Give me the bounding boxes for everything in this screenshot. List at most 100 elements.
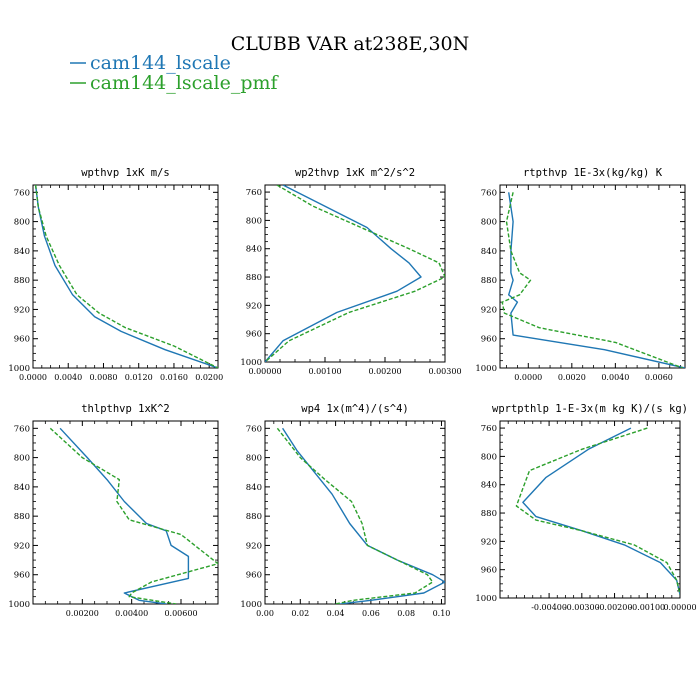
panel-title: rtpthvp 1E-3x(kg/kg) K (523, 167, 663, 179)
x-tick-label: 0.00200 (368, 367, 401, 376)
plot-frame (499, 420, 681, 599)
x-tick-label: 0.02 (291, 609, 309, 618)
x-tick-label: 0.08 (397, 609, 415, 618)
panel-1: wpthvp 1xK m/s76080084088092096010000.00… (8, 167, 223, 382)
y-tick-label: 920 (481, 537, 497, 547)
y-tick-label: 760 (481, 424, 497, 434)
panel-title: wprtpthlp 1-E-3x(m kg K)/(s kg) (492, 403, 688, 415)
panel-title: wp2thvp 1xK m^2/s^2 (295, 167, 415, 179)
x-tick-label: 0.0000 (19, 373, 47, 382)
series-line-cam144-lscale-pmf (49, 427, 218, 604)
figure-title: CLUBB VAR at238E,30N (231, 33, 470, 55)
y-tick-label: 920 (481, 305, 497, 315)
y-tick-label: 960 (481, 566, 497, 576)
y-tick-label: 880 (14, 276, 30, 286)
x-tick-label: 0.0000 (514, 373, 542, 382)
y-tick-label: 960 (246, 571, 262, 581)
x-tick-label: 0.00200 (66, 609, 99, 618)
x-tick-label: 0.0200 (195, 373, 223, 382)
y-tick-label: 920 (14, 541, 30, 551)
y-tick-label: 800 (14, 218, 30, 228)
x-tick-label: 0.00000 (663, 603, 696, 612)
series-group (501, 192, 685, 368)
legend-label-cam144-lscale: cam144_lscale (90, 52, 231, 74)
legend: cam144_lscale cam144_lscale_pmf (70, 52, 280, 94)
y-tick-label: 960 (481, 335, 497, 345)
series-line-cam144-lscale-pmf (276, 427, 434, 604)
y-tick-label: 840 (481, 247, 497, 257)
y-tick-label: 880 (14, 512, 30, 522)
y-tick-label: 840 (14, 247, 30, 257)
y-tick-label: 880 (481, 276, 497, 286)
series-group (276, 427, 445, 604)
y-tick-label: 800 (481, 218, 497, 228)
series-line-cam144-lscale (522, 427, 680, 595)
series-line-cam144-lscale (282, 427, 445, 604)
plot-frame (32, 184, 219, 369)
panel-4: thlpthvp 1xK^2 760 800 840 880 920 960 1000 0.00… (8, 403, 219, 618)
y-tick-label: 760 (246, 188, 262, 198)
x-tick-label: 0.00400 (115, 609, 148, 618)
x-tick-label: 0.00 (256, 609, 274, 618)
y-tick-label: 960 (14, 571, 30, 581)
y-tick-label: 840 (246, 245, 262, 255)
y-tick-label: 760 (246, 424, 262, 434)
y-tick-label: 800 (481, 452, 497, 462)
y-tick-label: 960 (246, 330, 262, 340)
panel-3: rtpthvp 1E-3x(kg/kg) K 760 800 840 880 920 960… (475, 167, 686, 382)
y-tick-label: 840 (481, 481, 497, 491)
x-tick-label: 0.0160 (160, 373, 188, 382)
y-tick-label: 840 (14, 483, 30, 493)
y-tick-label: 880 (246, 512, 262, 522)
panel-2: wp2thvp 1xK m^2/s^2 760 800 840 880 920 960 100… (240, 167, 461, 376)
plot-frame (499, 184, 686, 369)
x-tick-label: -0.00100 (629, 603, 665, 612)
panels-group: wpthvp 1xK m/s76080084088092096010000.00… (8, 167, 696, 618)
series-group (265, 185, 445, 362)
panel-6: wprtpthlp 1-E-3x(m kg K)/(s kg) 760 800 840… (475, 403, 696, 612)
y-tick-label: 800 (14, 454, 30, 464)
series-line-cam144-lscale-pmf (34, 185, 218, 368)
series-group (49, 427, 218, 604)
series-line-cam144-lscale-pmf (515, 427, 680, 595)
x-tick-label: -0.00200 (597, 603, 633, 612)
x-tick-label: 0.0040 (54, 373, 82, 382)
y-tick-label: 800 (246, 454, 262, 464)
series-group (515, 427, 680, 595)
y-tick-label: 920 (246, 541, 262, 551)
x-tick-label: 0.00000 (248, 367, 281, 376)
series-line-cam144-lscale-pmf (501, 192, 684, 368)
panel-5: wp4 1x(m^4)/(s^4)76080084088092096010000… (240, 403, 450, 618)
series-line-cam144-lscale-pmf (265, 185, 445, 362)
y-tick-label: 960 (14, 335, 30, 345)
series-line-cam144-lscale (265, 185, 422, 362)
panel-title: wp4 1x(m^4)/(s^4) (301, 403, 408, 415)
x-tick-label: 0.00300 (428, 367, 461, 376)
y-tick-label: 1000 (240, 358, 262, 368)
x-tick-label: 0.10 (433, 609, 451, 618)
x-tick-label: 0.00600 (164, 609, 197, 618)
y-tick-label: 1000 (475, 364, 497, 374)
y-tick-label: 1000 (240, 600, 262, 610)
series-line-cam144-lscale (59, 427, 190, 604)
y-tick-label: 760 (481, 188, 497, 198)
y-tick-label: 920 (14, 305, 30, 315)
panel-title: thlpthvp 1xK^2 (81, 403, 170, 415)
y-tick-label: 880 (246, 273, 262, 283)
y-tick-label: 880 (481, 509, 497, 519)
x-tick-label: 0.00100 (308, 367, 341, 376)
x-tick-label: 0.0040 (601, 373, 629, 382)
legend-label-cam144-lscale-pmf: cam144_lscale_pmf (90, 72, 280, 94)
series-line-cam144-lscale (508, 192, 685, 368)
y-tick-label: 760 (14, 188, 30, 198)
y-tick-label: 760 (14, 424, 30, 434)
x-tick-label: 0.0120 (125, 373, 153, 382)
y-tick-label: 840 (246, 483, 262, 493)
x-tick-label: 0.0060 (645, 373, 673, 382)
y-tick-label: 1000 (475, 594, 497, 604)
y-tick-label: 1000 (8, 364, 30, 374)
x-tick-label: -0.00400 (531, 603, 567, 612)
y-tick-label: 800 (246, 216, 262, 226)
x-tick-label: 0.06 (362, 609, 380, 618)
